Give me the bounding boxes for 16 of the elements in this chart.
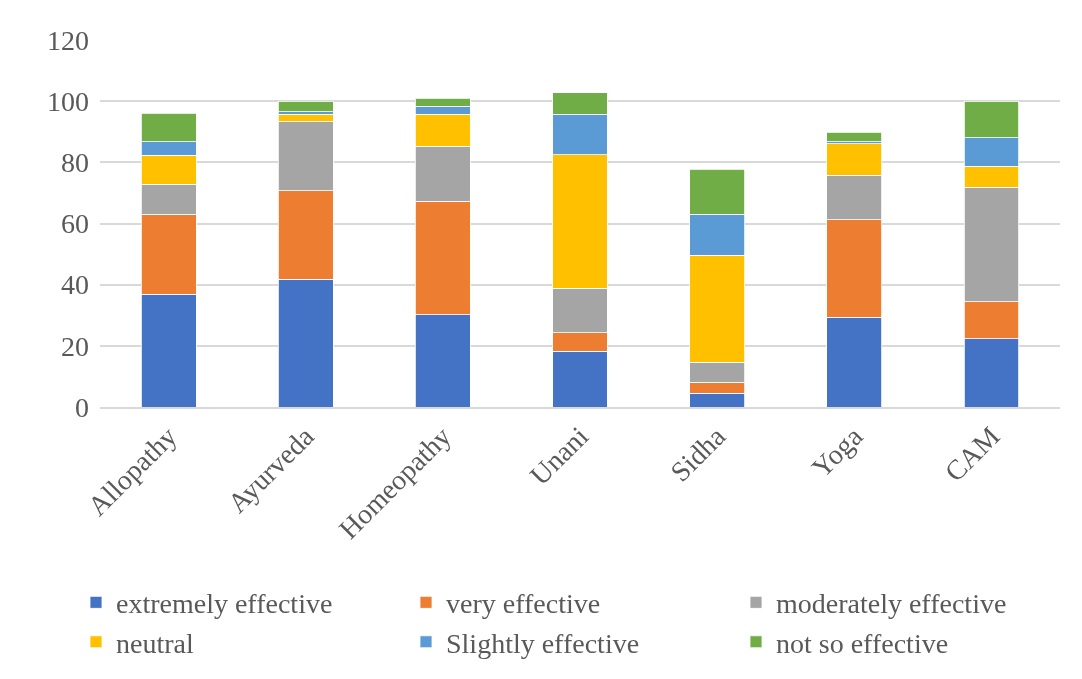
legend-label: not so effective xyxy=(776,627,949,659)
y-tick-label: 120 xyxy=(47,24,89,56)
legend-label: extremely effective xyxy=(116,588,333,620)
y-tick-label: 40 xyxy=(61,269,89,301)
y-tick-label: 20 xyxy=(61,330,89,362)
y-tick-label: 60 xyxy=(61,208,89,240)
legend-label: neutral xyxy=(116,627,194,659)
bar xyxy=(277,101,334,113)
y-tick-label: 0 xyxy=(75,391,89,423)
x-tick-label: Yoga xyxy=(805,420,869,484)
bar xyxy=(826,131,883,143)
legend-label: Slightly effective xyxy=(446,627,640,659)
y-tick-label: 100 xyxy=(47,85,89,117)
legend-label: very effective xyxy=(446,588,601,620)
y-tick-label: 80 xyxy=(61,147,89,179)
legend-label: moderately effective xyxy=(776,588,1007,620)
